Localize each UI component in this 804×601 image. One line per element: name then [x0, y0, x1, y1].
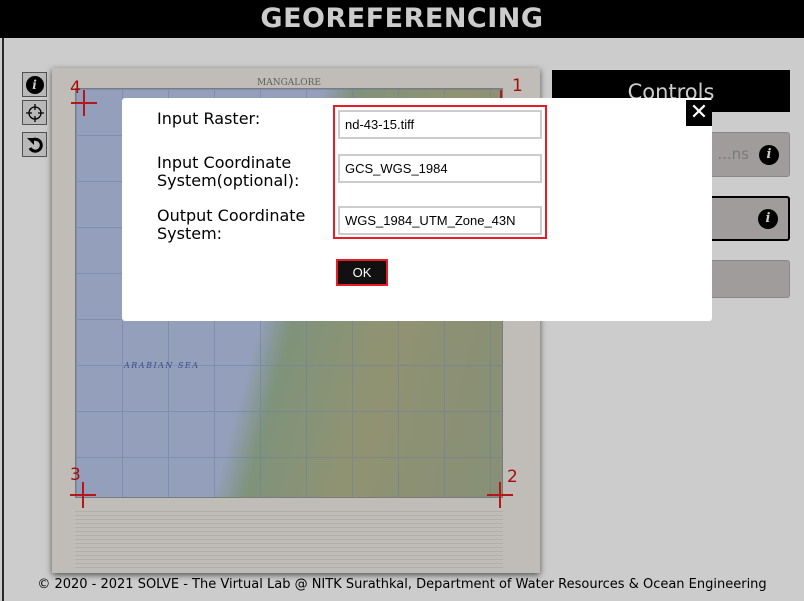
- map-legend: [75, 508, 503, 568]
- info-icon: i: [25, 75, 44, 94]
- ok-button[interactable]: OK: [336, 259, 388, 286]
- gcp-marker-3[interactable]: [70, 482, 96, 508]
- sea-label: ARABIAN SEA: [124, 361, 200, 370]
- input-dialog: ✕ Input Raster: Input Coordinate System(…: [122, 98, 712, 321]
- info-button[interactable]: i: [22, 72, 47, 97]
- inputs-highlight: [333, 105, 547, 239]
- gcp-label-2: 2: [507, 467, 518, 487]
- page-header: GEOREFERENCING: [0, 0, 804, 38]
- map-title: MANGALORE: [257, 78, 321, 88]
- page-title: GEOREFERENCING: [260, 3, 544, 34]
- reset-button[interactable]: [22, 132, 47, 157]
- output-cs-field[interactable]: [338, 206, 542, 235]
- input-raster-label: Input Raster:: [157, 109, 261, 128]
- gcp-label-1: 1: [512, 76, 523, 96]
- gcp-marker-4[interactable]: [71, 90, 97, 116]
- input-cs-label: Input Coordinate System(optional):: [157, 153, 300, 190]
- footer: © 2020 - 2021 SOLVE - The Virtual Lab @ …: [37, 577, 767, 592]
- info-icon[interactable]: i: [759, 144, 779, 165]
- gcp-label-4: 4: [70, 78, 81, 98]
- gcp-marker-2[interactable]: [487, 482, 513, 508]
- reset-icon: [26, 137, 43, 153]
- output-cs-label: Output Coordinate System:: [157, 206, 306, 243]
- gcp-label-3: 3: [70, 465, 81, 485]
- info-icon[interactable]: i: [758, 208, 778, 229]
- crosshair-button[interactable]: [22, 100, 47, 125]
- control-button-1-label: ...ns: [717, 145, 749, 163]
- input-cs-field[interactable]: [338, 154, 542, 183]
- input-raster-field[interactable]: [338, 110, 542, 139]
- crosshair-icon: [25, 103, 44, 122]
- close-button[interactable]: ✕: [686, 100, 712, 126]
